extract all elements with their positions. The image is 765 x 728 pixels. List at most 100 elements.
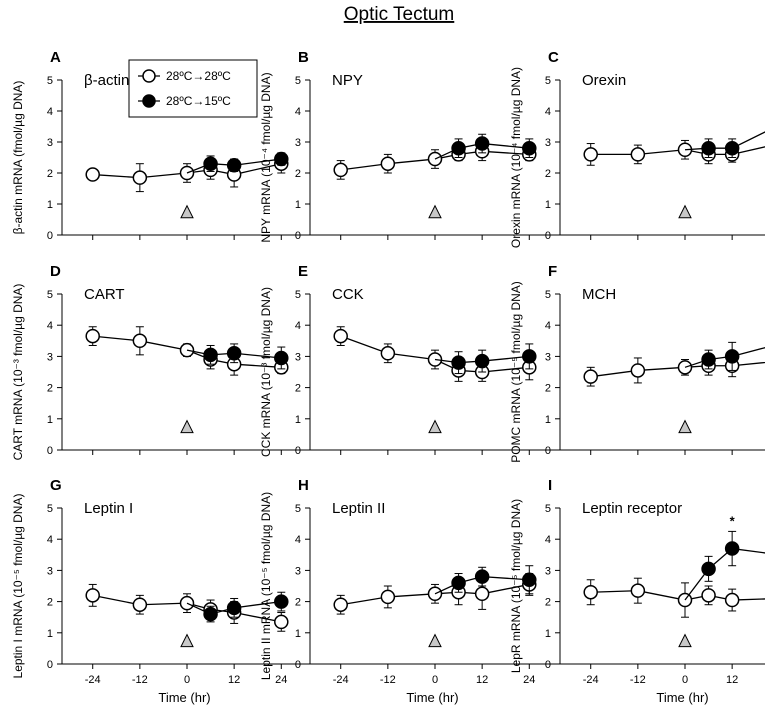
y-tick-label: 2 — [295, 597, 301, 609]
y-tick-label: 3 — [47, 137, 53, 149]
series-line-15c — [186, 600, 282, 615]
series-line-28c — [92, 335, 282, 368]
y-tick-label: 4 — [545, 534, 551, 546]
data-point-28c — [630, 583, 646, 598]
transfer-marker — [678, 419, 692, 434]
y-tick-label: 3 — [545, 565, 551, 577]
y-axis-label: Leptin I mRNA (10⁻⁵ fmol/µg DNA) — [11, 494, 25, 679]
transfer-marker — [428, 633, 442, 648]
data-point-15c — [522, 572, 537, 588]
y-tick-label: 3 — [295, 351, 301, 363]
y-tick-label: 0 — [295, 230, 301, 242]
transfer-marker — [428, 204, 442, 219]
data-point-28c — [85, 167, 100, 182]
series-line-28c — [92, 163, 282, 179]
data-point-28c — [333, 162, 348, 178]
data-point-28c — [724, 592, 740, 608]
series-line-15c — [684, 131, 765, 151]
data-point-28c — [85, 588, 100, 603]
x-tick-label: -12 — [380, 674, 396, 686]
data-point-15c — [701, 561, 716, 577]
y-tick-label: 5 — [545, 503, 551, 515]
legend-open-label: 28ºC→28ºC — [166, 69, 231, 83]
y-tick-label: 3 — [545, 351, 551, 363]
data-point-28c — [583, 584, 598, 600]
data-point-28c — [380, 156, 396, 171]
data-point-15c — [226, 158, 242, 173]
data-point-15c — [724, 140, 740, 156]
y-tick-label: 0 — [545, 659, 551, 671]
data-point-15c — [701, 352, 716, 367]
series-line-15c — [434, 142, 530, 160]
y-tick-label: 4 — [545, 320, 551, 332]
panel-letter: A — [50, 49, 61, 66]
gene-label: CART — [84, 286, 125, 303]
y-tick-label: 0 — [47, 445, 53, 457]
x-tick-label: 0 — [184, 674, 190, 686]
x-axis-label: Time (hr) — [406, 690, 458, 705]
y-tick-label: 2 — [295, 383, 301, 395]
y-tick-label: 1 — [47, 628, 53, 640]
y-tick-label: 3 — [47, 565, 53, 577]
y-axis-label: β-actin mRNA (fmol/µg DNA) — [11, 81, 25, 235]
data-point-28c — [701, 588, 716, 603]
y-tick-label: 5 — [295, 503, 301, 515]
y-tick-label: 3 — [295, 565, 301, 577]
panel-a: Aβ-actin 0 1 2 3 4 5 β-actin mRNA (fmol/µg DNA) — [11, 49, 307, 242]
series-line-28c — [92, 594, 282, 623]
data-point-28c — [333, 328, 348, 344]
y-tick-label: 4 — [295, 320, 301, 332]
y-tick-label: 3 — [47, 351, 53, 363]
y-tick-label: 2 — [47, 597, 53, 609]
y-tick-label: 1 — [545, 628, 551, 640]
series-line-15c — [186, 158, 282, 174]
panel-letter: E — [298, 263, 308, 280]
data-point-15c — [451, 575, 466, 591]
panel-d: D CART 0 1 2 3 4 5 CART mRNA (10⁻³ fmol/µg DNA) — [11, 263, 307, 460]
y-axis-label: CART mRNA (10⁻³ fmol/µg DNA) — [11, 284, 25, 461]
figure-title: Optic Tectum — [344, 4, 455, 25]
data-point-28c — [380, 346, 396, 361]
y-axis-label: Orexin mRNA (10⁻⁴ fmol/µg DNA) — [509, 67, 523, 248]
panel-b: B NPY 0 1 2 3 4 5 NPY mRNA (10⁻⁴ fmol/µg DNA) — [259, 49, 555, 243]
data-point-15c — [274, 151, 289, 167]
x-tick-label: 24 — [275, 674, 287, 686]
x-tick-label: -24 — [583, 674, 599, 686]
data-point-28c — [333, 597, 348, 612]
data-point-15c — [226, 600, 242, 616]
transfer-marker — [180, 204, 194, 219]
series-line-28c — [590, 361, 765, 378]
y-tick-label: 0 — [295, 445, 301, 457]
panel-letter: D — [50, 263, 61, 280]
y-tick-label: 0 — [47, 230, 53, 242]
data-point-15c — [203, 156, 218, 171]
x-tick-label: -24 — [333, 674, 349, 686]
y-tick-label: 1 — [295, 628, 301, 640]
legend-open-symbol — [142, 69, 156, 83]
series-line-15c — [684, 347, 765, 368]
x-tick-label: 0 — [682, 674, 688, 686]
gene-label: NPY — [332, 72, 363, 89]
y-tick-label: 5 — [545, 75, 551, 87]
gene-label: CCK — [332, 286, 364, 303]
data-point-15c — [474, 353, 490, 369]
y-tick-label: 0 — [47, 659, 53, 671]
transfer-marker — [180, 633, 194, 648]
data-point-15c — [474, 569, 490, 584]
y-axis-label: POMC mRNA (10⁻⁵ fmol/µg DNA) — [509, 281, 523, 463]
data-point-28c — [132, 597, 148, 612]
data-point-15c — [724, 349, 740, 364]
data-point-15c — [522, 140, 537, 156]
series-line-28c — [340, 335, 530, 373]
gene-label: β-actin — [84, 72, 129, 89]
y-tick-label: 1 — [545, 199, 551, 211]
gene-label: MCH — [582, 286, 616, 303]
y-tick-label: 2 — [295, 168, 301, 180]
y-tick-label: 0 — [295, 659, 301, 671]
transfer-marker — [678, 204, 692, 219]
data-point-28c — [474, 586, 490, 602]
series-line-28c — [590, 146, 765, 156]
panel-e: E CCK 0 1 2 3 4 5 CCK mRNA (10⁻³ fmol/µg DNA) — [259, 263, 555, 457]
y-tick-label: 3 — [545, 137, 551, 149]
